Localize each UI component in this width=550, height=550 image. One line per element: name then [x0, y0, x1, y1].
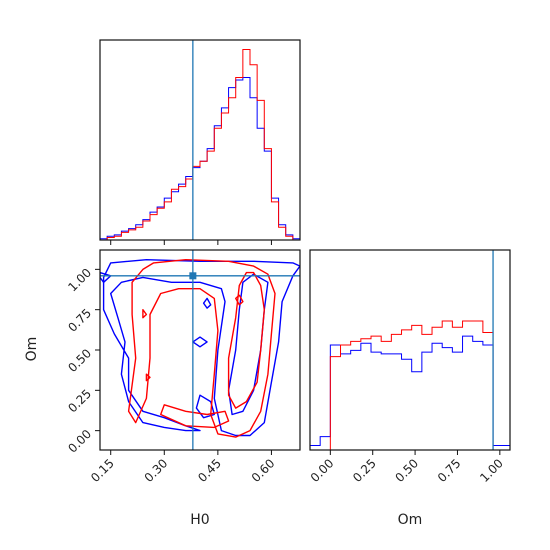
contour-a-0 [127, 259, 276, 438]
joint-h0-om-panel: 0.15 0.30 0.45 0.60 0.00 0.25 0.50 0.75 1.00 [65, 249, 301, 485]
hist-om-series-b [309, 335, 511, 450]
contour-a-5 [145, 373, 151, 382]
om-ytick-label: 0.75 [65, 306, 94, 335]
hist-om-series-a [310, 320, 510, 451]
contour-b-2 [195, 394, 215, 419]
contour-b-4 [202, 297, 212, 309]
om-ytick-label: 0.25 [65, 387, 94, 416]
ylabel-om: Om [24, 337, 40, 362]
om-xtick-label: 1.00 [477, 456, 506, 485]
hist-h0-frame [99, 39, 301, 241]
hist-h0-series-a [100, 49, 300, 241]
om-xtick-label: 0.50 [392, 456, 421, 485]
contour-a-1 [160, 404, 230, 429]
contour-a-2 [227, 271, 265, 409]
hist-om-frame [309, 249, 511, 451]
om-xtick-label: 0.00 [308, 456, 337, 485]
om-ytick-label: 1.00 [65, 266, 94, 295]
xlabel-h0: H0 [190, 512, 209, 528]
om-ytick-label: 0.00 [65, 427, 94, 456]
truth-marker [189, 272, 197, 280]
contour-a-3 [235, 294, 244, 306]
xlabel-om: Om [398, 512, 423, 528]
histogram-h0-panel [99, 39, 301, 245]
contour-b-0 [102, 259, 300, 437]
hist-h0-series-b [99, 76, 301, 240]
om-ytick-label: 0.50 [65, 346, 94, 375]
contour-b-5 [100, 271, 112, 283]
h0-xtick-label: 0.45 [195, 456, 224, 485]
contour-b-3 [192, 336, 208, 348]
om-xtick-label: 0.75 [435, 456, 464, 485]
om-xtick-label: 0.25 [350, 456, 379, 485]
contour-a-4 [142, 309, 148, 319]
h0-xtick-label: 0.30 [142, 456, 171, 485]
h0-xtick-label: 0.15 [88, 456, 117, 485]
histogram-om-panel: 0.00 0.25 0.50 0.75 1.00 [308, 249, 511, 485]
h0-xtick-label: 0.60 [249, 456, 278, 485]
